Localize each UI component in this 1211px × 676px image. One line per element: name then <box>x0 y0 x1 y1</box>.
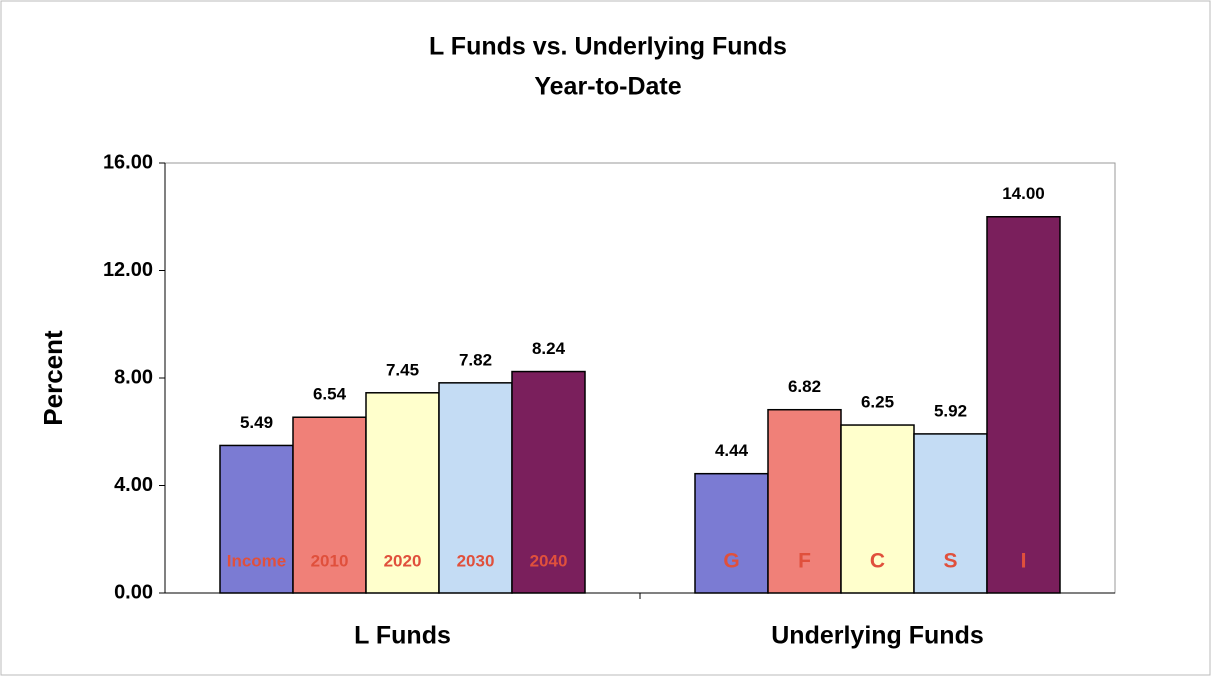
bar-label: S <box>943 550 957 573</box>
y-tick-label: 4.00 <box>114 474 153 496</box>
bar <box>913 433 988 594</box>
bar-label: F <box>798 550 811 573</box>
value-label: 6.25 <box>861 393 894 412</box>
bar <box>511 370 586 594</box>
bar-label: C <box>870 550 885 573</box>
value-label: 5.92 <box>934 401 967 420</box>
value-label: 4.44 <box>715 441 749 460</box>
x-tick-label: Underlying Funds <box>771 622 984 650</box>
y-tick-label: 0.00 <box>114 581 153 603</box>
chart-subtitle: Year-to-Date <box>534 73 681 101</box>
value-label: 8.24 <box>532 339 566 358</box>
bar-label: 2020 <box>384 551 422 570</box>
bar <box>438 382 513 594</box>
bar <box>767 408 842 594</box>
bar-label: Income <box>227 551 287 570</box>
y-tick-label: 12.00 <box>103 259 153 281</box>
y-tick-label: 16.00 <box>103 151 153 173</box>
value-label: 5.49 <box>240 413 273 432</box>
bar <box>219 444 294 594</box>
value-label: 6.82 <box>788 377 821 396</box>
bar-label: 2040 <box>530 551 568 570</box>
bar <box>292 416 367 594</box>
bar <box>365 392 440 594</box>
x-tick-label: L Funds <box>354 622 451 650</box>
y-axis-label: Percent <box>38 330 68 426</box>
bar <box>694 472 769 594</box>
bar <box>986 216 1061 594</box>
y-tick-label: 8.00 <box>114 366 153 388</box>
bar-label: 2030 <box>457 551 495 570</box>
value-label: 6.54 <box>313 385 347 404</box>
chart-title: L Funds vs. Underlying Funds <box>429 33 787 61</box>
value-label: 14.00 <box>1002 184 1045 203</box>
bar-label: G <box>723 550 739 573</box>
bar-label: I <box>1021 550 1027 573</box>
bar-label: 2010 <box>311 551 349 570</box>
value-label: 7.45 <box>386 360 419 379</box>
value-label: 7.82 <box>459 350 492 369</box>
